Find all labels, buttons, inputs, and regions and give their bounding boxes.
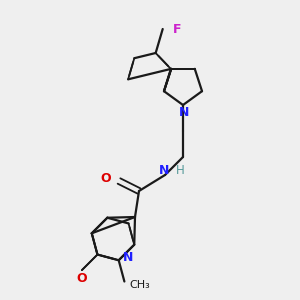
Text: N: N: [159, 164, 169, 176]
Text: H: H: [176, 164, 185, 176]
Text: N: N: [179, 106, 189, 119]
Text: F: F: [173, 22, 181, 35]
Text: N: N: [123, 251, 133, 264]
Text: CH₃: CH₃: [129, 280, 150, 290]
Text: O: O: [76, 272, 87, 285]
Text: O: O: [100, 172, 111, 185]
